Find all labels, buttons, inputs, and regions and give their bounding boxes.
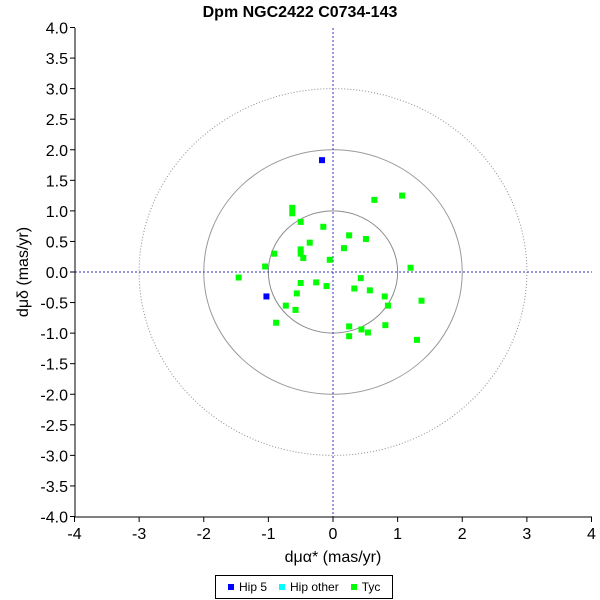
data-point-tyc <box>297 246 304 253</box>
y-tick-label: 4.0 <box>46 21 68 38</box>
data-point-tyc <box>326 256 333 263</box>
legend-label-hip5: Hip 5 <box>239 580 268 594</box>
data-point-hip-5 <box>319 157 326 164</box>
data-point-tyc <box>418 297 425 304</box>
data-point-tyc <box>371 196 378 203</box>
data-point-tyc <box>358 326 365 333</box>
y-tick-label: 1.5 <box>46 173 68 190</box>
legend-item-hip-other: Hip other <box>279 580 339 594</box>
data-point-tyc <box>384 302 391 309</box>
x-tick-label: -2 <box>197 526 211 543</box>
data-point-tyc <box>357 275 364 282</box>
y-tick-label: -3.5 <box>40 479 68 496</box>
y-tick-label: -0.5 <box>40 296 68 313</box>
data-point-tyc <box>414 336 421 343</box>
data-point-tyc <box>235 274 242 281</box>
data-point-tyc <box>382 322 389 329</box>
data-point-tyc <box>297 218 304 225</box>
legend-swatch-hip-other <box>279 584 286 590</box>
y-tick-label: -1.0 <box>40 326 68 343</box>
data-point-tyc <box>300 254 307 261</box>
y-tick-label: -1.5 <box>40 357 68 374</box>
y-tick-label: -2.5 <box>40 418 68 435</box>
x-tick-label: 4 <box>587 526 596 543</box>
data-point-tyc <box>364 329 371 336</box>
x-tick-label: 0 <box>329 526 338 543</box>
data-point-tyc <box>289 204 296 211</box>
legend-swatch-hip5 <box>228 584 234 590</box>
data-point-tyc <box>399 192 406 199</box>
data-point-tyc <box>340 245 347 252</box>
data-point-tyc <box>271 250 278 257</box>
x-tick-label: -4 <box>67 526 81 543</box>
data-point-tyc <box>313 279 320 286</box>
data-point-tyc <box>306 239 313 246</box>
data-point-tyc <box>351 285 358 292</box>
y-tick-label: -2.0 <box>40 387 68 404</box>
data-point-tyc <box>320 223 327 230</box>
y-axis-label: dμδ (mas/yr) <box>15 227 32 317</box>
data-point-tyc <box>407 264 414 271</box>
y-tick-label: -3.0 <box>40 448 68 465</box>
legend-item-hip5: Hip 5 <box>228 580 267 594</box>
data-point-hip-5 <box>263 293 270 300</box>
x-tick-label: 2 <box>458 526 467 543</box>
y-tick-label: 0.0 <box>46 265 68 282</box>
axes-layer: -4 -3 -2 -1 0 1 2 3 4 4.0 3.5 3.0 2.5 2.0 1.5 1.0 0.5 0.0… <box>40 21 596 544</box>
x-tick-label: 3 <box>522 526 531 543</box>
guide-layer <box>75 28 592 517</box>
legend-swatch-tyc <box>350 584 357 590</box>
data-point-tyc <box>366 287 373 294</box>
data-point-tyc <box>346 323 353 330</box>
data-point-tyc <box>262 263 269 270</box>
y-tick-label: 0.5 <box>46 234 68 251</box>
y-tick-label: 3.5 <box>46 51 68 68</box>
y-tick-label: 3.0 <box>46 82 68 99</box>
data-point-tyc <box>362 235 369 242</box>
y-tick-label: 2.5 <box>46 112 68 129</box>
data-point-tyc <box>346 333 353 340</box>
data-point-tyc <box>297 250 304 257</box>
points-layer <box>235 157 425 343</box>
legend: Hip 5 Hip other Tyc <box>215 575 394 599</box>
x-tick-label: 1 <box>393 526 402 543</box>
data-point-tyc <box>292 306 299 313</box>
y-tick-label: -4.0 <box>40 510 68 527</box>
legend-label-hip-other: Hip other <box>290 580 339 594</box>
x-tick-label: -1 <box>261 526 275 543</box>
data-point-tyc <box>381 293 388 300</box>
x-axis-label: dμα* (mas/yr) <box>285 549 382 566</box>
legend-label-tyc: Tyc <box>361 580 381 594</box>
data-point-tyc <box>297 280 304 287</box>
chart-title: Dpm NGC2422 C0734-143 <box>202 4 398 21</box>
data-point-tyc <box>293 290 300 297</box>
data-point-tyc <box>282 302 289 309</box>
data-point-tyc <box>273 319 280 326</box>
x-tick-label: -3 <box>132 526 146 543</box>
data-point-tyc <box>289 210 296 217</box>
y-tick-label: 1.0 <box>46 204 68 221</box>
data-point-tyc <box>346 232 353 239</box>
y-tick-label: 2.0 <box>46 143 68 160</box>
data-point-tyc <box>323 283 330 290</box>
legend-item-tyc: Tyc <box>350 580 381 594</box>
